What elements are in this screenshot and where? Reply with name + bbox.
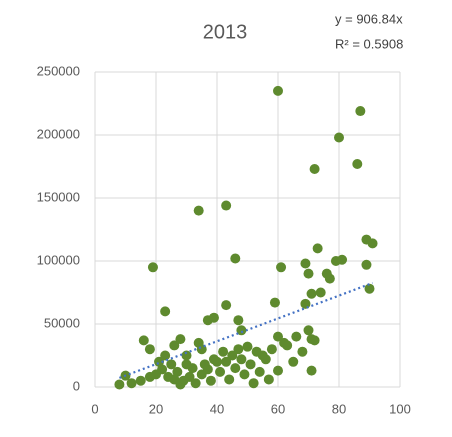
point <box>190 378 201 389</box>
point <box>309 164 320 175</box>
chart-title: 2013 <box>203 21 248 43</box>
point <box>269 297 280 308</box>
point <box>181 350 192 361</box>
y-tick-label: 250000 <box>37 63 80 78</box>
x-tick-label: 100 <box>389 401 411 416</box>
x-tick-label: 0 <box>91 401 98 416</box>
point <box>306 288 317 299</box>
y-tick-label: 0 <box>73 378 80 393</box>
point <box>309 335 320 346</box>
trendline-r2: R² = 0.5908 <box>335 36 403 51</box>
point <box>367 238 378 249</box>
point <box>172 366 183 377</box>
point <box>236 354 247 365</box>
point <box>202 364 213 375</box>
point <box>175 334 186 345</box>
point <box>273 85 283 96</box>
point <box>312 243 323 254</box>
point <box>257 350 268 361</box>
point <box>166 359 177 370</box>
point <box>300 298 311 309</box>
point <box>282 340 293 351</box>
point <box>230 253 241 264</box>
point <box>208 354 219 365</box>
point <box>242 341 253 352</box>
point <box>306 365 317 376</box>
point <box>352 158 363 169</box>
point <box>355 106 366 117</box>
point <box>273 331 283 342</box>
point <box>291 331 302 342</box>
point <box>248 378 259 389</box>
point <box>215 366 226 377</box>
point <box>227 350 238 361</box>
point <box>334 132 344 143</box>
point <box>230 363 241 374</box>
point <box>144 371 155 382</box>
x-tick-label: 20 <box>149 401 163 416</box>
point <box>160 306 171 317</box>
point <box>303 325 314 336</box>
point <box>245 359 256 370</box>
y-tick-label: 150000 <box>37 189 80 204</box>
point <box>263 374 274 385</box>
point <box>254 366 265 377</box>
point <box>315 287 326 298</box>
y-tick-label: 50000 <box>44 315 80 330</box>
point <box>144 344 155 355</box>
point <box>138 335 149 346</box>
point <box>266 344 277 355</box>
point <box>276 262 287 273</box>
point <box>361 259 372 270</box>
x-tick-label: 80 <box>332 401 346 416</box>
point <box>193 205 204 216</box>
point <box>288 356 299 367</box>
y-tick-label: 200000 <box>37 126 80 141</box>
point <box>300 258 311 269</box>
point <box>181 359 192 370</box>
trendline-equation: y = 906.84x <box>335 11 403 26</box>
point <box>233 315 244 326</box>
point <box>221 300 232 311</box>
point <box>202 315 213 326</box>
point <box>297 346 308 357</box>
x-tick-label: 60 <box>271 401 285 416</box>
point <box>160 350 171 361</box>
point <box>205 375 216 386</box>
y-tick-label: 100000 <box>37 252 80 267</box>
point <box>221 200 232 211</box>
point <box>169 340 180 351</box>
point <box>233 344 244 355</box>
point <box>224 374 235 385</box>
point <box>236 325 247 336</box>
point <box>324 273 335 284</box>
point <box>273 365 283 376</box>
trendline <box>119 281 373 379</box>
point <box>184 371 195 382</box>
point <box>330 256 341 266</box>
point <box>114 379 125 390</box>
x-tick-label: 40 <box>210 401 224 416</box>
point <box>147 262 158 273</box>
point <box>218 346 229 357</box>
point <box>135 375 146 386</box>
point <box>364 283 375 294</box>
point <box>126 378 137 389</box>
point <box>169 374 180 385</box>
point <box>221 356 232 367</box>
point <box>239 369 250 380</box>
point <box>303 268 314 279</box>
point <box>154 356 165 367</box>
